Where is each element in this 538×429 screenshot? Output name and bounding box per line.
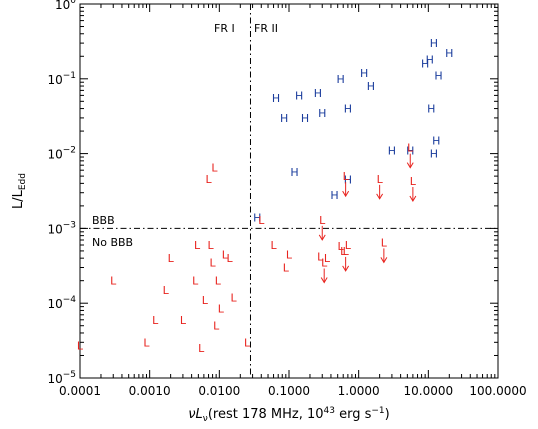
point-l-upper-limit: L <box>410 175 417 188</box>
point-l-upper-limit: L <box>319 214 326 227</box>
point-h: H <box>421 58 429 71</box>
upper-limit-arrow-head <box>406 162 414 169</box>
annotation-bbb: BBB <box>92 214 115 227</box>
x-tick-label: 0.0001 <box>59 384 101 398</box>
point-h: H <box>432 134 440 147</box>
point-l-upper-limit: L <box>343 245 350 258</box>
point-l: L <box>213 320 220 333</box>
point-h: H <box>318 107 326 120</box>
point-l: L <box>163 284 170 297</box>
x-tick-label: 0.0010 <box>129 384 171 398</box>
point-h: H <box>330 189 338 202</box>
x-tick-label: 100.0000 <box>469 384 526 398</box>
point-l: L <box>205 173 212 186</box>
point-l-upper-limit: L <box>381 236 388 249</box>
point-l: L <box>244 336 251 349</box>
point-h: H <box>427 103 435 116</box>
point-l: L <box>338 240 345 253</box>
point-h: H <box>301 112 309 125</box>
y-tick-label: 10−1 <box>47 71 76 87</box>
upper-limit-arrow-head <box>380 257 388 264</box>
point-l: L <box>180 314 187 327</box>
point-l: L <box>198 342 205 355</box>
point-l: L <box>110 275 117 288</box>
point-h: H <box>388 145 396 158</box>
point-l: L <box>192 275 199 288</box>
y-axis-title: L/LEdd <box>11 173 28 209</box>
point-h: H <box>280 112 288 125</box>
point-h: H <box>290 166 298 179</box>
upper-limit-arrow-head <box>342 265 350 272</box>
point-l: L <box>324 252 331 265</box>
point-l: L <box>317 251 324 264</box>
y-tick-labels: 10−5 10−4 10−3 10−2 10−1 100 <box>47 0 76 386</box>
point-l: L <box>143 336 150 349</box>
point-l: L <box>218 302 225 315</box>
point-l: L <box>194 239 201 252</box>
axis-ticks <box>79 4 498 379</box>
point-h: H <box>253 211 261 224</box>
point-l-upper-limit: L <box>377 173 384 186</box>
point-h: H <box>336 73 344 86</box>
point-l: L <box>258 214 265 227</box>
point-h: H <box>295 89 303 102</box>
point-h: H <box>445 47 453 60</box>
x-tick-label: 0.1000 <box>268 384 310 398</box>
point-l: L <box>168 252 175 265</box>
x-tick-labels: 0.0001 0.0010 0.0100 0.1000 1.0000 10.0000 100… <box>59 384 527 398</box>
point-l: L <box>152 314 159 327</box>
point-l: L <box>340 245 347 258</box>
y-tick-label: 10−5 <box>47 370 76 386</box>
point-h: H <box>434 70 442 83</box>
point-h: H <box>430 148 438 161</box>
upper-limit-arrow-head <box>320 277 328 284</box>
annotation-fr2: FR II <box>254 22 278 35</box>
point-h: H <box>344 174 352 187</box>
point-h: H <box>426 54 434 67</box>
y-tick-label: 10−3 <box>47 220 76 236</box>
annotation-no-bbb: No BBB <box>92 236 133 249</box>
plot-frame <box>79 3 499 379</box>
upper-limit-arrow-head <box>318 234 326 241</box>
x-axis-title: νLν(rest 178 MHz, 1043 erg s−1) <box>188 406 389 424</box>
x-tick-label: 1.0000 <box>338 384 380 398</box>
point-l: L <box>208 239 215 252</box>
point-l: L <box>226 252 233 265</box>
point-h: H <box>360 67 368 80</box>
point-l: L <box>230 291 237 304</box>
point-l: L <box>283 262 290 275</box>
y-tick-label: 10−2 <box>47 146 76 162</box>
point-h: H <box>314 87 322 100</box>
annotation-fr1: FR I <box>214 22 235 35</box>
upper-limit-arrow-head <box>376 193 384 200</box>
data-points: HHHHHHHHHHHHHHHHHHHHHHHHLLLLLLLLLLLLLLLL… <box>77 37 454 355</box>
x-tick-label: 0.0100 <box>198 384 240 398</box>
point-h: H <box>430 37 438 50</box>
point-l: L <box>345 239 352 252</box>
point-l: L <box>202 294 209 307</box>
y-tick-label: 10−4 <box>47 295 76 311</box>
point-l-upper-limit: L <box>343 170 350 183</box>
point-l: L <box>215 275 222 288</box>
point-l: L <box>77 340 84 353</box>
point-l: L <box>222 248 229 261</box>
point-l: L <box>210 257 217 270</box>
point-l-upper-limit: L <box>321 257 328 270</box>
point-l: L <box>286 248 293 261</box>
x-tick-label: 10.0000 <box>404 384 454 398</box>
point-l: L <box>211 162 218 175</box>
point-h: H <box>367 80 375 93</box>
point-l: L <box>270 239 277 252</box>
point-l-upper-limit: L <box>407 142 414 155</box>
point-h: H <box>272 92 280 105</box>
point-h: H <box>406 145 414 158</box>
upper-limit-arrow-head <box>342 190 350 198</box>
y-tick-label: 100 <box>55 0 76 12</box>
point-h: H <box>344 103 352 116</box>
upper-limit-arrow-head <box>409 195 417 202</box>
